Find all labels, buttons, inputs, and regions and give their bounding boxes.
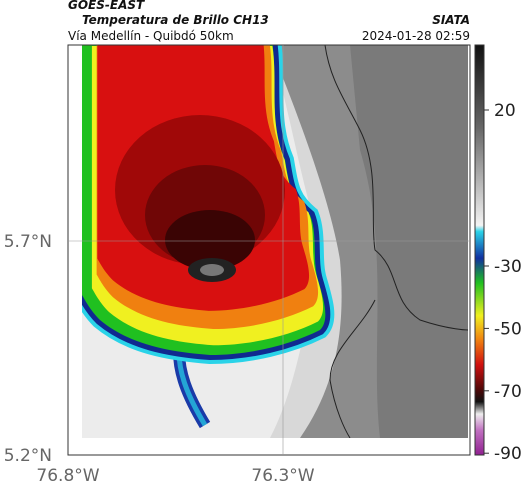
- y-tick-label: 5.2°N: [4, 446, 52, 466]
- source: SIATA: [432, 13, 470, 27]
- x-tick-label: 76.8°W: [36, 466, 99, 486]
- colorbar-label: -70: [494, 382, 522, 402]
- colorbar-label: -50: [494, 319, 522, 339]
- colorbar-label: -90: [494, 444, 522, 464]
- satellite-image: [82, 45, 468, 438]
- colorbar-label: 20: [494, 101, 516, 121]
- map-frame: [67, 44, 471, 456]
- y-tick-label: 5.7°N: [4, 232, 52, 252]
- route: Vía Medellín - Quibdó 50km: [68, 29, 234, 43]
- x-tick-label: 76.3°W: [251, 466, 314, 486]
- colorbar: [474, 44, 485, 456]
- subtitle: Temperatura de Brillo CH13: [82, 13, 269, 27]
- title: GOES-EAST: [68, 0, 145, 12]
- colorbar-label: -30: [494, 257, 522, 277]
- timestamp: 2024-01-28 02:59: [362, 29, 470, 43]
